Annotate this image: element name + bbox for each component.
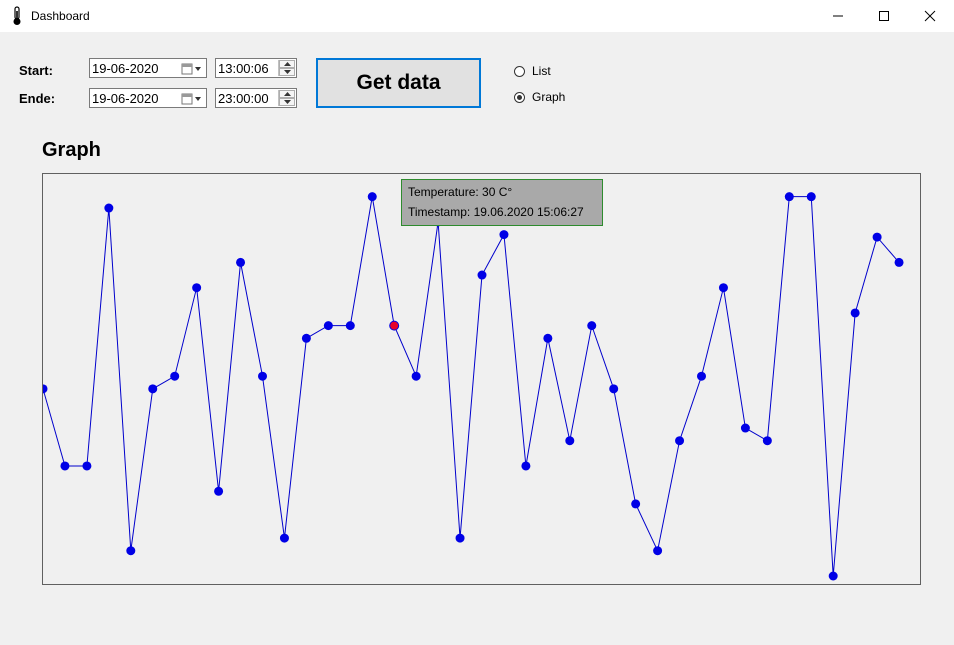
- data-point[interactable]: [587, 321, 597, 331]
- data-point-highlighted[interactable]: [389, 320, 400, 331]
- data-point[interactable]: [258, 371, 267, 381]
- tooltip-temperature: Temperature: 30 C°: [408, 185, 513, 199]
- start-time-value: 13:00:06: [218, 61, 269, 76]
- data-point[interactable]: [850, 308, 860, 318]
- data-point[interactable]: [126, 546, 136, 556]
- start-time-spinner[interactable]: [278, 60, 295, 76]
- maximize-icon: [879, 11, 889, 21]
- end-date-picker[interactable]: 19-06-2020: [89, 88, 207, 108]
- data-point[interactable]: [148, 384, 158, 394]
- data-point[interactable]: [565, 436, 575, 446]
- close-icon: [924, 10, 936, 22]
- calendar-dropdown-icon[interactable]: [181, 62, 203, 76]
- chart-tooltip: Temperature: 30 C° Timestamp: 19.06.2020…: [401, 179, 603, 226]
- radio-selected-dot: [517, 94, 522, 100]
- data-point[interactable]: [740, 423, 750, 433]
- data-point[interactable]: [784, 192, 794, 202]
- chart-svg[interactable]: [38, 174, 920, 584]
- get-data-button[interactable]: Get data: [316, 58, 481, 108]
- spin-up-icon[interactable]: [279, 90, 295, 98]
- data-point[interactable]: [345, 321, 355, 331]
- data-point[interactable]: [609, 384, 619, 394]
- minimize-icon: [833, 15, 843, 17]
- radio-graph-label[interactable]: Graph: [532, 90, 566, 104]
- data-point[interactable]: [477, 270, 487, 280]
- minimize-button[interactable]: [815, 0, 861, 32]
- tooltip-timestamp: Timestamp: 19.06.2020 15:06:27: [408, 205, 584, 219]
- data-point[interactable]: [499, 230, 509, 240]
- start-date-value: 19-06-2020: [92, 61, 159, 76]
- spin-down-icon[interactable]: [279, 68, 295, 76]
- window-title: Dashboard: [31, 9, 90, 23]
- end-time-spinner[interactable]: [278, 90, 295, 106]
- data-point[interactable]: [192, 283, 202, 293]
- end-time-picker[interactable]: 23:00:00: [215, 88, 297, 108]
- spin-up-icon[interactable]: [279, 60, 295, 68]
- data-point[interactable]: [323, 321, 333, 331]
- end-date-value: 19-06-2020: [92, 91, 159, 106]
- radio-graph-circle[interactable]: [514, 91, 525, 103]
- data-point[interactable]: [38, 384, 48, 394]
- data-point[interactable]: [828, 571, 838, 581]
- data-point[interactable]: [455, 533, 465, 543]
- close-button[interactable]: [907, 0, 953, 32]
- start-time-picker[interactable]: 13:00:06: [215, 58, 297, 78]
- thermometer-icon: [13, 6, 21, 25]
- radio-list-circle[interactable]: [514, 65, 525, 77]
- data-point[interactable]: [104, 203, 114, 213]
- data-point[interactable]: [214, 486, 224, 496]
- data-point[interactable]: [631, 499, 641, 509]
- title-bar: Dashboard: [0, 0, 954, 32]
- start-label: Start:: [19, 63, 53, 78]
- series-line: [42, 196, 900, 577]
- data-point[interactable]: [170, 371, 180, 381]
- start-date-picker[interactable]: 19-06-2020: [89, 58, 207, 78]
- end-time-value: 23:00:00: [218, 91, 269, 106]
- data-point[interactable]: [82, 461, 92, 471]
- data-point[interactable]: [411, 371, 421, 381]
- data-point[interactable]: [543, 333, 553, 343]
- data-point[interactable]: [653, 546, 663, 556]
- data-point[interactable]: [236, 257, 246, 267]
- radio-graph[interactable]: Graph: [514, 90, 565, 104]
- data-point[interactable]: [806, 192, 816, 202]
- data-point[interactable]: [279, 533, 289, 543]
- maximize-button[interactable]: [861, 0, 907, 32]
- data-point[interactable]: [521, 461, 531, 471]
- end-label: Ende:: [19, 91, 56, 106]
- radio-list[interactable]: List: [514, 64, 551, 78]
- radio-list-label[interactable]: List: [532, 64, 551, 78]
- data-point[interactable]: [367, 192, 377, 202]
- calendar-dropdown-icon[interactable]: [181, 92, 203, 106]
- data-point[interactable]: [894, 257, 904, 267]
- data-point[interactable]: [762, 436, 772, 446]
- data-point[interactable]: [697, 371, 706, 381]
- spin-down-icon[interactable]: [279, 98, 295, 106]
- data-point[interactable]: [872, 232, 882, 242]
- data-point[interactable]: [301, 333, 311, 343]
- chart-area[interactable]: [38, 173, 921, 585]
- data-point[interactable]: [718, 283, 728, 293]
- data-point[interactable]: [675, 436, 685, 446]
- data-point[interactable]: [60, 461, 70, 471]
- section-title: Graph: [42, 139, 101, 161]
